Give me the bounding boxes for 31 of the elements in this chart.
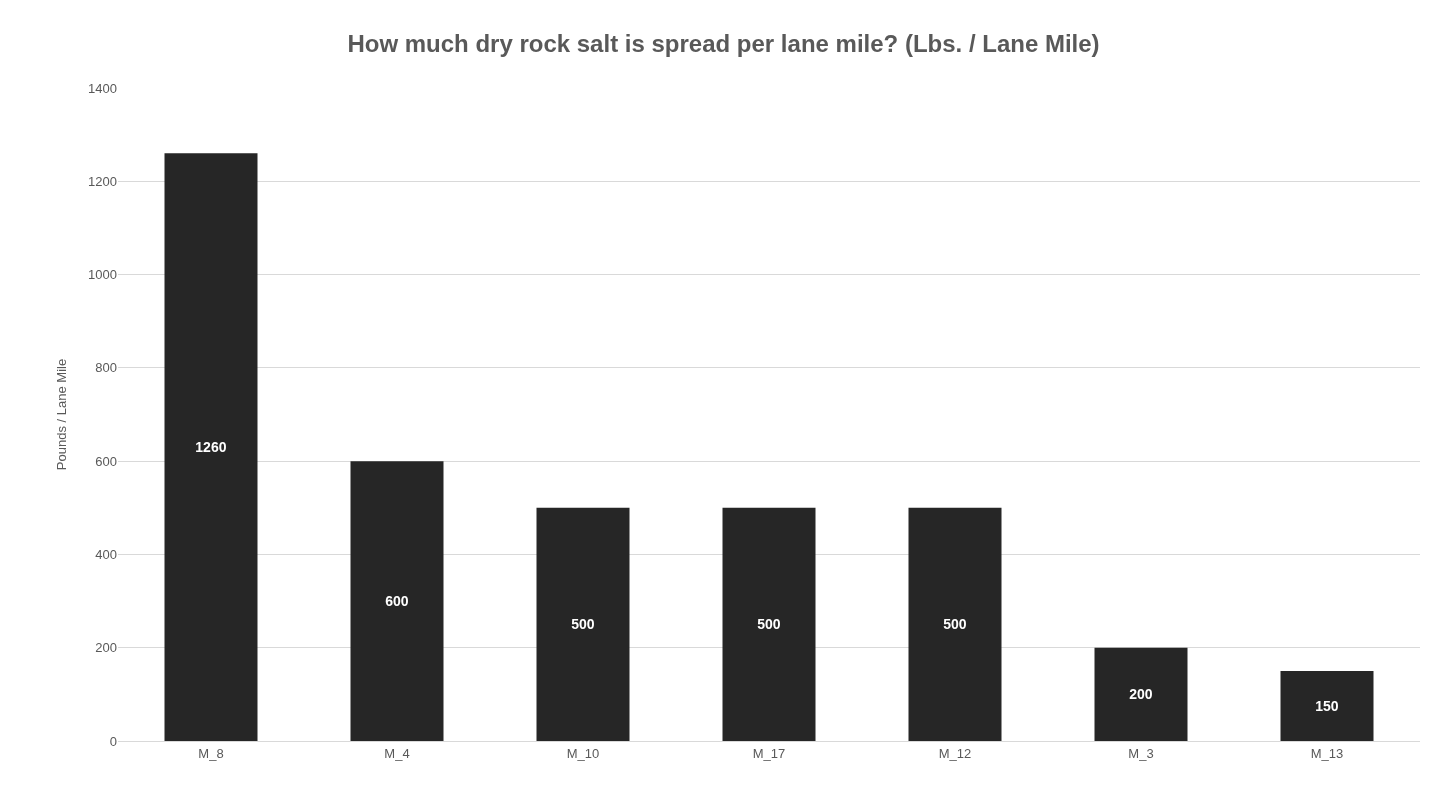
x-tick-label: M_12 xyxy=(938,745,972,761)
bar xyxy=(1280,671,1374,741)
y-tick-label: 1200 xyxy=(88,173,117,189)
y-tick-label: 800 xyxy=(95,360,117,376)
bar xyxy=(350,461,444,741)
x-tick-label: M_13 xyxy=(1310,745,1344,761)
bar xyxy=(536,507,630,741)
data-label: 150 xyxy=(1315,698,1339,715)
chart-title: How much dry rock salt is spread per lane mile? (Lbs. / Lane Mile) xyxy=(347,30,1100,58)
data-label: 200 xyxy=(1129,686,1153,703)
bar xyxy=(1094,647,1188,741)
data-label: 500 xyxy=(943,616,967,633)
x-tick-label: M_4 xyxy=(384,745,410,761)
x-tick-label: M_17 xyxy=(752,745,786,761)
data-label: 600 xyxy=(385,593,409,610)
x-tick-label: M_8 xyxy=(198,745,224,761)
y-tick-label: 400 xyxy=(95,546,117,562)
y-tick-label: 1000 xyxy=(88,267,117,283)
bar xyxy=(164,153,258,741)
x-tick-label: M_10 xyxy=(566,745,600,761)
bar xyxy=(722,507,816,741)
data-label: 1260 xyxy=(195,439,227,456)
y-tick-label: 600 xyxy=(95,453,117,469)
bar xyxy=(908,507,1002,741)
data-label: 500 xyxy=(757,616,781,633)
y-tick-label: 1400 xyxy=(88,80,117,96)
y-axis-title: Pounds / Lane Mile xyxy=(54,358,70,471)
y-tick-label: 0 xyxy=(109,733,117,749)
y-tick-label: 200 xyxy=(95,640,117,656)
x-tick-label: M_3 xyxy=(1128,745,1154,761)
data-label: 500 xyxy=(571,616,595,633)
